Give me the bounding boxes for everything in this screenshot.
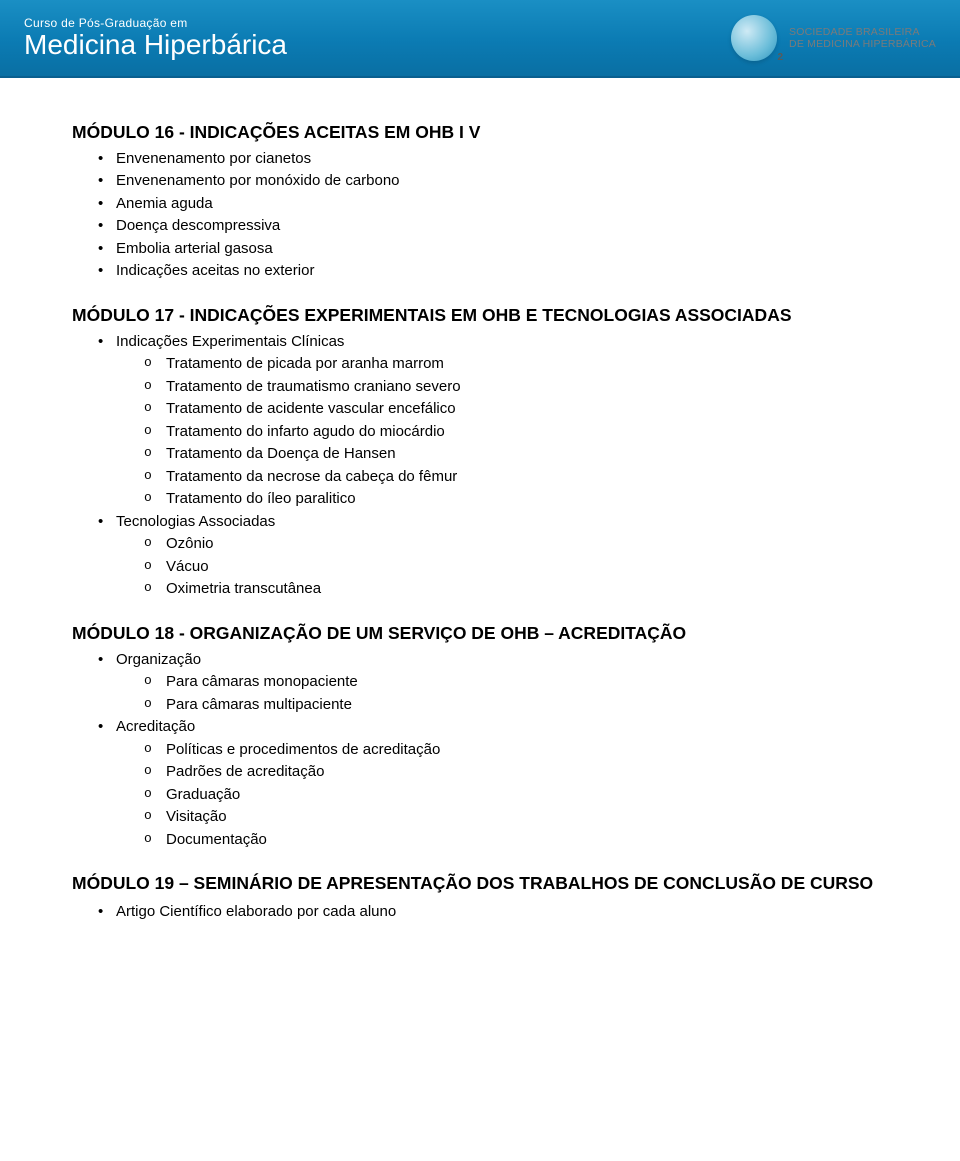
module-19-title: MÓDULO 19 – SEMINÁRIO DE APRESENTAÇÃO DO… <box>72 873 888 895</box>
list-item: Envenenamento por cianetos <box>98 148 888 171</box>
banner-subtitle: Curso de Pós-Graduação em <box>24 16 287 30</box>
list-subitem: Para câmaras monopaciente <box>144 671 888 694</box>
module-16-list: Envenenamento por cianetos Envenenamento… <box>72 148 888 283</box>
module-17-title: MÓDULO 17 - INDICAÇÕES EXPERIMENTAIS EM … <box>72 305 888 327</box>
list-subitem: Tratamento de acidente vascular encefáli… <box>144 398 888 421</box>
list-subitem: Visitação <box>144 806 888 829</box>
list-item-parent: Indicações Experimentais Clínicas Tratam… <box>98 331 888 511</box>
org-logo-icon: 2 <box>731 15 777 61</box>
list-item-parent: Tecnologias Associadas Ozônio Vácuo Oxim… <box>98 511 888 601</box>
banner-left: Curso de Pós-Graduação em Medicina Hiper… <box>24 16 287 61</box>
module-19-list: Artigo Científico elaborado por cada alu… <box>72 901 888 924</box>
list-item: Embolia arterial gasosa <box>98 238 888 261</box>
list-subitem: Políticas e procedimentos de acreditação <box>144 739 888 762</box>
list-subitem: Documentação <box>144 829 888 852</box>
list-subitem: Tratamento de picada por aranha marrom <box>144 353 888 376</box>
course-banner: Curso de Pós-Graduação em Medicina Hiper… <box>0 0 960 78</box>
list-subitem: Vácuo <box>144 556 888 579</box>
banner-title: Medicina Hiperbárica <box>24 30 287 61</box>
module-17-sublist-2: Ozônio Vácuo Oximetria transcutânea <box>116 533 888 601</box>
list-item: Doença descompressiva <box>98 215 888 238</box>
org-name: SOCIEDADE BRASILEIRA DE MEDICINA HIPERBÁ… <box>789 26 936 50</box>
list-subitem: Tratamento do infarto agudo do miocárdio <box>144 421 888 444</box>
list-subitem: Ozônio <box>144 533 888 556</box>
list-item: Artigo Científico elaborado por cada alu… <box>98 901 888 924</box>
list-subitem: Tratamento da necrose da cabeça do fêmur <box>144 466 888 489</box>
module-17-list: Indicações Experimentais Clínicas Tratam… <box>72 331 888 601</box>
module-18-sublist-2: Políticas e procedimentos de acreditação… <box>116 739 888 852</box>
list-subitem: Para câmaras multipaciente <box>144 694 888 717</box>
list-subitem: Oximetria transcutânea <box>144 578 888 601</box>
list-subitem: Tratamento do íleo paralitico <box>144 488 888 511</box>
list-item-parent: Acreditação Políticas e procedimentos de… <box>98 716 888 851</box>
list-subitem: Tratamento de traumatismo craniano sever… <box>144 376 888 399</box>
list-item-parent: Organização Para câmaras monopaciente Pa… <box>98 649 888 717</box>
module-17-sublist-1: Tratamento de picada por aranha marrom T… <box>116 353 888 511</box>
list-item: Anemia aguda <box>98 193 888 216</box>
module-18-title: MÓDULO 18 - ORGANIZAÇÃO DE UM SERVIÇO DE… <box>72 623 888 645</box>
module-16-title: MÓDULO 16 - INDICAÇÕES ACEITAS EM OHB I … <box>72 122 888 144</box>
logo-subscript: 2 <box>777 52 783 63</box>
banner-right: 2 SOCIEDADE BRASILEIRA DE MEDICINA HIPER… <box>731 15 936 61</box>
org-line2: DE MEDICINA HIPERBÁRICA <box>789 38 936 50</box>
section-label: Tecnologias Associadas <box>116 513 275 530</box>
document-content: MÓDULO 16 - INDICAÇÕES ACEITAS EM OHB I … <box>0 78 960 964</box>
org-line1: SOCIEDADE BRASILEIRA <box>789 26 936 38</box>
list-subitem: Tratamento da Doença de Hansen <box>144 443 888 466</box>
section-label: Organização <box>116 651 201 668</box>
list-subitem: Padrões de acreditação <box>144 761 888 784</box>
list-item: Envenenamento por monóxido de carbono <box>98 170 888 193</box>
section-label: Indicações Experimentais Clínicas <box>116 333 344 350</box>
list-item: Indicações aceitas no exterior <box>98 260 888 283</box>
module-18-sublist-1: Para câmaras monopaciente Para câmaras m… <box>116 671 888 716</box>
module-18-list: Organização Para câmaras monopaciente Pa… <box>72 649 888 852</box>
section-label: Acreditação <box>116 718 195 735</box>
list-subitem: Graduação <box>144 784 888 807</box>
